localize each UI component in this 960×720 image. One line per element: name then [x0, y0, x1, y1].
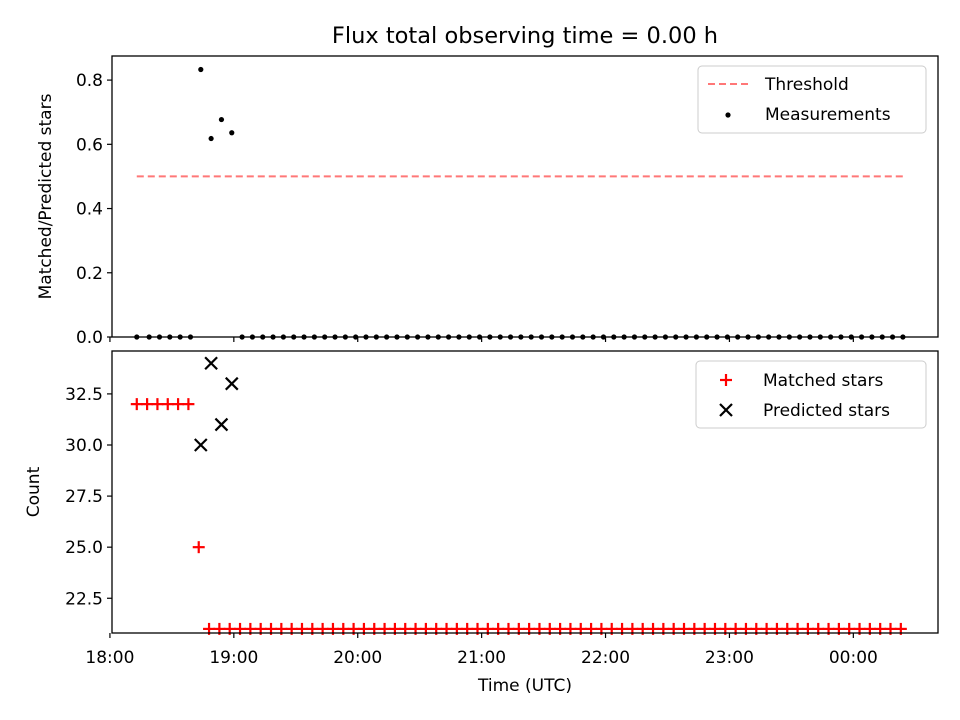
- top-panel: 0.00.20.40.60.8 Matched/Predicted stars …: [36, 55, 939, 348]
- x-tick-label: 22:00: [581, 648, 630, 668]
- measurement-point: [208, 135, 214, 142]
- x-tick-label: 18:00: [85, 648, 134, 668]
- top-y-tick-label: 0.8: [76, 71, 103, 91]
- bottom-panel: 22.5 25.0 27.5 30.0 32.5 18:00 19:00 20:00 21:00…: [24, 350, 939, 696]
- bottom-y-tick-label: 32.5: [65, 385, 103, 405]
- legend-matched-swatch: [720, 374, 732, 386]
- bottom-y-tick-label: 27.5: [65, 487, 103, 507]
- measurement-point: [198, 66, 204, 73]
- top-axes-frame: [111, 55, 939, 338]
- top-y-tick-label: 0.2: [76, 264, 103, 284]
- x-tick-label: 19:00: [209, 648, 258, 668]
- top-legend: Threshold Measurements: [697, 65, 927, 134]
- x-tick-label: 21:00: [457, 648, 506, 668]
- matched-star-marker: [141, 398, 154, 411]
- legend-measurements-swatch: [725, 112, 731, 118]
- bottom-legend-box: [695, 360, 927, 429]
- bottom-axes-frame: [111, 350, 939, 634]
- matched-star-marker: [172, 398, 185, 411]
- bottom-y-tick-label: 22.5: [65, 589, 103, 609]
- chart-title: Flux total observing time = 0.00 h: [332, 23, 718, 49]
- predicted-star-marker: [204, 356, 218, 371]
- measurement-point: [218, 116, 225, 123]
- bottom-legend: Matched stars Predicted stars: [695, 360, 927, 429]
- matched-star-marker: [192, 541, 205, 554]
- top-y-tick-label: 0.0: [76, 328, 103, 348]
- x-tick-label: 23:00: [705, 648, 754, 668]
- top-y-axis: 0.0 0.2 0.4 0.6 0.8: [76, 71, 854, 348]
- top-y-tick-label: 0.4: [76, 200, 103, 220]
- legend-predicted-label: Predicted stars: [763, 401, 890, 421]
- bottom-y-axis-label: Count: [24, 466, 44, 517]
- measurement-point: [229, 130, 235, 136]
- predicted-star-marker: [194, 438, 208, 452]
- predicted-star-marker: [214, 417, 229, 432]
- x-tick-label: 00:00: [829, 648, 878, 668]
- top-y-axis-label: Matched/Predicted stars: [36, 93, 56, 299]
- matched-star-marker: [151, 398, 164, 411]
- bottom-y-tick-label: 25.0: [65, 538, 103, 558]
- legend-threshold-label: Threshold: [764, 75, 849, 95]
- top-plot-area: [134, 66, 906, 340]
- matched-star-marker: [130, 398, 143, 411]
- matched-star-marker: [182, 398, 195, 411]
- legend-matched-label: Matched stars: [763, 371, 883, 391]
- top-y-tick-label: 0.6: [76, 135, 103, 155]
- bottom-y-tick-label: 30.0: [65, 436, 103, 456]
- x-axis-label: Time (UTC): [477, 676, 572, 696]
- x-tick-label: 20:00: [333, 648, 382, 668]
- bottom-plot-area: [130, 356, 907, 635]
- predicted-star-marker: [224, 376, 239, 391]
- legend-predicted-swatch: [719, 403, 733, 417]
- bottom-axes: 22.5 25.0 27.5 30.0 32.5 18:00 19:00 20:00 21:00…: [65, 385, 878, 668]
- matched-star-marker: [161, 398, 174, 411]
- legend-measurements-label: Measurements: [765, 105, 891, 125]
- top-legend-box: [697, 65, 927, 134]
